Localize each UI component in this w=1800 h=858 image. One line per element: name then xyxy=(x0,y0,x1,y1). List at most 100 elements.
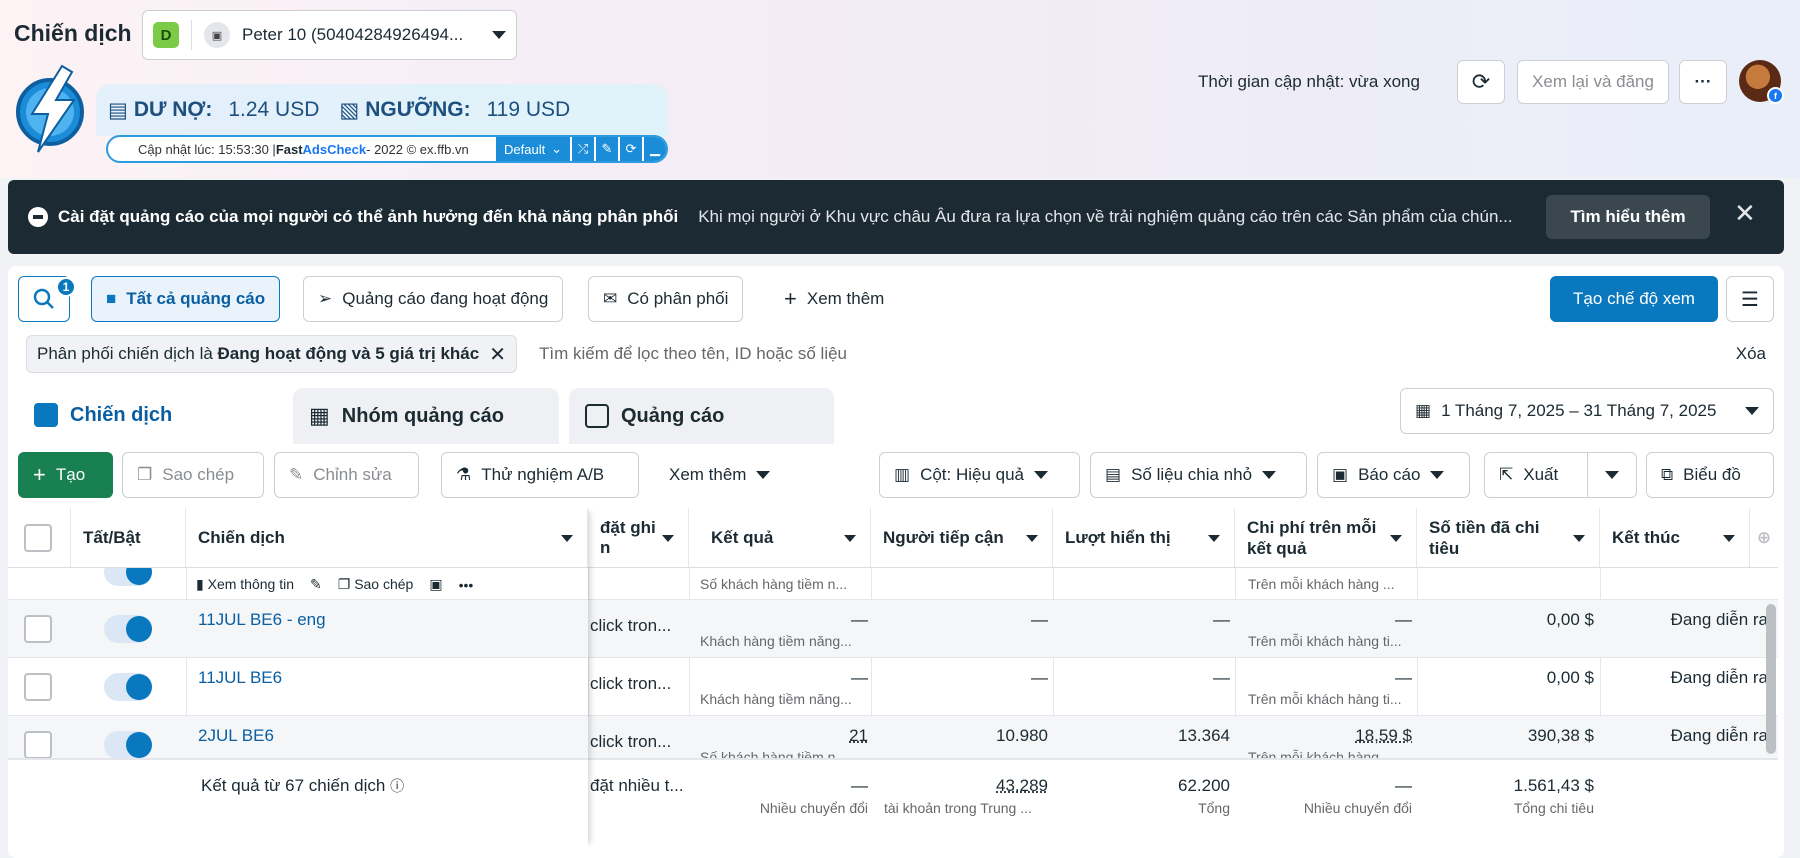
image-icon[interactable]: ▣ xyxy=(429,576,443,592)
tab-ads[interactable]: Quảng cáo xyxy=(569,388,834,444)
reports-button[interactable]: ▣ Báo cáo xyxy=(1317,452,1470,498)
pencil-icon[interactable]: ✎ xyxy=(310,576,322,592)
review-publish-button[interactable]: Xem lại và đăng xyxy=(1517,60,1669,104)
header-reach[interactable]: Người tiếp cận xyxy=(871,508,1053,567)
chevron-down-icon xyxy=(1723,535,1735,542)
add-column-icon[interactable]: ⊕ xyxy=(1756,527,1772,547)
date-range-picker[interactable]: ▦ 1 Tháng 7, 2025 – 31 Tháng 7, 2025 xyxy=(1400,388,1774,434)
chip-prefix: Phân phối chiến dịch là xyxy=(37,344,218,363)
cost-sub: Trên mỗi khách hàng ti... xyxy=(1248,633,1402,649)
info-icon[interactable]: ⓘ xyxy=(390,778,405,794)
row-checkbox[interactable] xyxy=(24,673,52,701)
debt-label: DƯ NỢ: xyxy=(133,98,213,121)
vertical-scrollbar[interactable] xyxy=(1766,604,1776,754)
ab-test-button[interactable]: ⚗ Thử nghiệm A/B xyxy=(441,452,639,498)
totals-label: Kết quả từ 67 chiến dịch ⓘ xyxy=(201,776,404,796)
create-label: Tạo xyxy=(55,465,86,484)
export-dropdown[interactable] xyxy=(1587,452,1637,498)
spent-total-sub: Tổng chi tiêu xyxy=(1513,800,1594,816)
shuffle-icon[interactable]: ⤮ xyxy=(572,137,594,161)
see-more-actions[interactable]: Xem thêm xyxy=(655,452,785,498)
header-impressions[interactable]: Lượt hiển thị xyxy=(1053,508,1235,567)
results-value[interactable]: 21 xyxy=(849,726,868,745)
header-cost-per-result[interactable]: Chi phí trên mỗi kết quả xyxy=(1235,508,1417,567)
edit-button[interactable]: ✎ Chỉnh sửa xyxy=(274,452,419,498)
header-ends[interactable]: Kết thúc xyxy=(1600,508,1750,567)
header-bid[interactable]: đặt ghi n xyxy=(588,508,689,567)
refresh-icon[interactable]: ⟳ xyxy=(620,137,642,161)
cost-value[interactable]: 18,59 $ xyxy=(1355,726,1412,745)
tab-label: Quảng cáo xyxy=(621,404,725,427)
campaign-name-link[interactable]: 11JUL BE6 - eng xyxy=(198,610,326,629)
header-results[interactable]: Kết quả xyxy=(689,508,871,567)
breakdown-button[interactable]: ▤ Số liệu chia nhỏ xyxy=(1090,452,1307,498)
tab-ad-sets[interactable]: ▦ Nhóm quảng cáo xyxy=(293,388,559,444)
view-details-link[interactable]: ▮ Xem thông tin xyxy=(196,576,294,593)
duplicate-link[interactable]: ❐ Sao chép xyxy=(338,576,414,593)
learn-more-button[interactable]: Tìm hiểu thêm xyxy=(1546,195,1710,239)
row-checkbox[interactable] xyxy=(24,615,52,643)
row-checkbox[interactable] xyxy=(24,731,52,759)
header-toggle[interactable]: Tất/Bật xyxy=(70,508,186,567)
export-button[interactable]: ⇱ Xuất xyxy=(1484,452,1588,498)
duplicate-button[interactable]: ❐ Sao chép xyxy=(122,452,264,498)
chart-button[interactable]: ⧉ Biểu đồ xyxy=(1646,452,1774,498)
header-amount-spent[interactable]: Số tiền đã chi tiêu xyxy=(1417,508,1600,567)
divider xyxy=(186,508,187,848)
divider xyxy=(871,508,872,848)
grid-icon: ▦ xyxy=(309,403,330,428)
edit-icon[interactable]: ✎ xyxy=(596,137,618,161)
bid-value: click tron... xyxy=(590,674,672,693)
ends-value: Đang diễn ra xyxy=(1670,610,1768,629)
campaign-name-link[interactable]: 2JUL BE6 xyxy=(198,726,274,745)
campaign-toggle[interactable] xyxy=(104,731,152,759)
chevron-down-icon xyxy=(1208,535,1220,542)
brand-adscheck[interactable]: AdsCheck xyxy=(302,141,367,157)
divider xyxy=(1417,508,1418,848)
clear-button[interactable]: Xóa xyxy=(1735,344,1766,363)
header-campaign-label: Chiến dịch xyxy=(198,527,285,547)
chevron-down-icon xyxy=(756,471,771,479)
filter-chip[interactable]: Phân phối chiến dịch là Đang hoạt động v… xyxy=(26,335,517,373)
see-more-filters[interactable]: + Xem thêm xyxy=(770,276,898,322)
chevron-down-icon xyxy=(1745,407,1759,415)
export-icon: ⇱ xyxy=(1499,465,1514,484)
columns-button[interactable]: ▥ Cột: Hiệu quả xyxy=(879,452,1080,498)
create-button[interactable]: + Tạo xyxy=(18,452,113,498)
close-icon[interactable]: ✕ xyxy=(489,343,506,366)
tab-active-ads[interactable]: ➢ Quảng cáo đang hoạt động xyxy=(303,276,564,322)
campaign-toggle[interactable] xyxy=(104,673,152,701)
reach-value: — xyxy=(1031,668,1048,687)
mode-select[interactable]: Default ⌄ xyxy=(496,137,570,161)
impressions-value: — xyxy=(1213,668,1230,687)
tab-all-ads[interactable]: ■ Tất cả quảng cáo xyxy=(91,276,281,322)
close-icon[interactable]: ✕ xyxy=(1734,198,1756,228)
chevron-down-icon xyxy=(492,31,506,39)
impressions-total-sub: Tổng xyxy=(1198,800,1230,816)
campaign-name-link[interactable]: 11JUL BE6 xyxy=(198,668,283,687)
select-all-checkbox[interactable] xyxy=(24,524,52,552)
tab-delivering[interactable]: ✉ Có phân phối xyxy=(588,276,744,322)
threshold-value: 119 USD xyxy=(486,98,571,121)
settings-button[interactable]: ☰ xyxy=(1726,276,1774,322)
chart-label: Biểu đồ xyxy=(1683,465,1741,484)
reach-total[interactable]: 43.289 xyxy=(996,776,1048,795)
search-input[interactable]: Tìm kiếm để lọc theo tên, ID hoặc số liệ… xyxy=(538,344,848,363)
chevron-down-icon xyxy=(844,535,856,542)
divider xyxy=(1053,508,1054,848)
page-title: Chiến dịch xyxy=(14,20,132,46)
campaign-toggle[interactable] xyxy=(104,615,152,643)
chip-value: Đang hoạt động và 5 giá trị khác xyxy=(217,344,480,363)
minimize-icon[interactable]: ▁ xyxy=(644,137,666,161)
header-reach-label: Người tiếp cận xyxy=(883,527,1004,547)
header-bid-label-2: n xyxy=(600,537,611,557)
tab-campaigns[interactable]: Chiến dịch xyxy=(18,386,283,444)
header-campaign[interactable]: Chiến dịch xyxy=(186,508,588,567)
more-icon[interactable]: ••• xyxy=(458,576,474,593)
avatar[interactable]: f xyxy=(1739,60,1784,104)
account-selector[interactable]: D ▣ Peter 10 (50404284926494... xyxy=(142,10,517,60)
refresh-button[interactable]: ⟳ xyxy=(1457,60,1505,104)
divider xyxy=(689,508,690,848)
more-options-button[interactable]: ··· xyxy=(1679,60,1727,104)
create-view-button[interactable]: Tạo chế độ xem xyxy=(1550,276,1718,322)
